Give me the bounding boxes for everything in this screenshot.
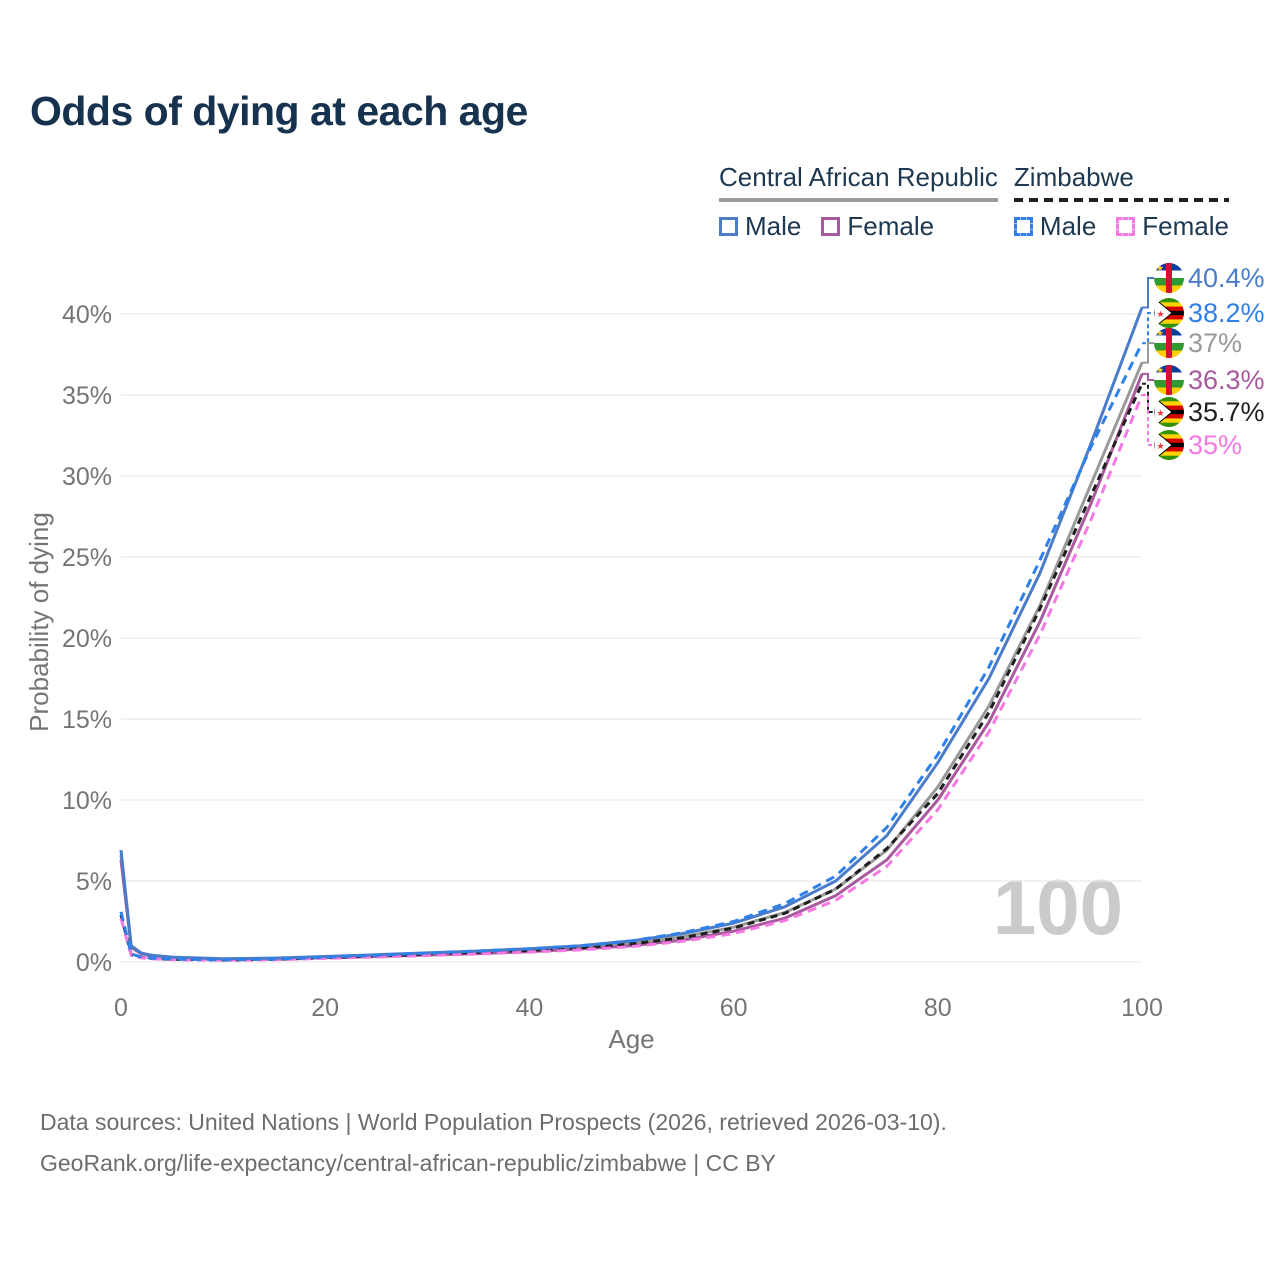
- legend-items-car: Male Female: [719, 211, 998, 242]
- zimbabwe-flag-icon: ★: [1154, 298, 1184, 328]
- central-african-republic-flag-icon: ★: [1154, 328, 1184, 358]
- series-lines: [119, 306, 1144, 962]
- x-tick-label: 20: [311, 994, 339, 1022]
- x-tick-label: 100: [1121, 994, 1163, 1022]
- y-tick-label: 35%: [62, 382, 112, 410]
- legend-items-zwe: Male Female: [1013, 211, 1229, 242]
- legend-item-zwe-male[interactable]: Male: [1013, 211, 1097, 242]
- legend-item-car-female[interactable]: Female: [821, 211, 934, 242]
- zimbabwe-flag-icon: ★: [1154, 430, 1184, 460]
- end-value-label-car_both: 37%: [1188, 328, 1242, 358]
- zwe-female-swatch-icon: [1116, 217, 1136, 236]
- y-tick-label: 15%: [62, 706, 112, 734]
- end-value-label-car_female: 36.3%: [1188, 365, 1265, 395]
- zwe-male-swatch-icon: [1013, 217, 1033, 236]
- car-female-swatch-icon: [821, 217, 841, 236]
- svg-text:★: ★: [1156, 441, 1164, 451]
- y-tick-label: 25%: [62, 544, 112, 572]
- y-tick-label: 5%: [76, 868, 112, 896]
- svg-text:★: ★: [1156, 309, 1164, 319]
- car-solid-line-swatch: [719, 198, 998, 202]
- leader-line-zwe_female: [1142, 394, 1154, 446]
- series-line-zwe_male[interactable]: [119, 342, 1144, 962]
- svg-text:★: ★: [1156, 263, 1164, 273]
- legend-item-label: Female: [847, 211, 935, 241]
- y-tick-label: 40%: [62, 301, 112, 329]
- y-tick-label: 30%: [62, 463, 112, 491]
- gridlines: 0% 5% 10% 15% 20% 25% 30% 35% 40% 0 20 40 60 80 100: [62, 301, 1163, 1022]
- legend-group-zimbabwe: Zimbabwe Male Female: [1013, 162, 1229, 242]
- svg-text:★: ★: [1156, 365, 1164, 375]
- leader-line-zwe_both: [1142, 382, 1154, 413]
- x-tick-label: 80: [924, 994, 952, 1022]
- x-tick-label: 60: [720, 994, 748, 1022]
- series-line-car_male[interactable]: [119, 306, 1144, 961]
- leader-line-zwe_male: [1142, 312, 1154, 345]
- x-tick-label: 40: [515, 994, 543, 1022]
- legend-group-label-car: Central African Republic: [719, 162, 998, 192]
- zwe-dashed-line-swatch: [1013, 198, 1229, 202]
- data-sources-line: Data sources: United Nations | World Pop…: [40, 1109, 947, 1135]
- zimbabwe-flag-icon: ★: [1154, 397, 1184, 427]
- car-male-swatch-icon: [719, 217, 738, 236]
- leader-line-car_male: [1142, 277, 1154, 309]
- legend: Central African Republic Male Female Zim…: [719, 162, 1229, 242]
- legend-item-car-male[interactable]: Male: [719, 211, 801, 242]
- leader-line-car_both: [1142, 342, 1154, 364]
- central-african-republic-flag-icon: ★: [1154, 263, 1184, 293]
- page-title: Odds of dying at each age: [30, 88, 528, 134]
- svg-text:★: ★: [1156, 328, 1164, 338]
- legend-item-label: Male: [1039, 211, 1097, 241]
- series-line-car_both[interactable]: [119, 362, 1144, 961]
- central-african-republic-flag-icon: ★: [1154, 365, 1184, 395]
- svg-text:★: ★: [1156, 408, 1164, 418]
- attribution-line: GeoRank.org/life-expectancy/central-afri…: [40, 1150, 776, 1176]
- end-value-label-zwe_female: 35%: [1188, 430, 1242, 460]
- legend-group-label-zwe: Zimbabwe: [1013, 162, 1134, 192]
- end-value-label-zwe_male: 38.2%: [1188, 298, 1265, 328]
- legend-group-title-car: Central African Republic: [719, 162, 998, 202]
- leader-line-car_female: [1142, 372, 1154, 381]
- end-labels: ★ 40.4% ★ 38.2% ★ 37% ★ 36.3% ★ 35.7% ★ 35%: [1142, 263, 1265, 460]
- end-value-label-car_male: 40.4%: [1188, 263, 1265, 293]
- legend-group-title-zwe: Zimbabwe: [1013, 162, 1229, 202]
- age-watermark: 100: [992, 863, 1124, 951]
- y-tick-label: 10%: [62, 787, 112, 815]
- legend-item-zwe-female[interactable]: Female: [1116, 211, 1229, 242]
- footer: Data sources: United Nations | World Pop…: [40, 1102, 947, 1184]
- legend-group-central-african-republic: Central African Republic Male Female: [719, 162, 998, 242]
- y-axis-title: Probability of dying: [24, 512, 54, 732]
- legend-item-label: Female: [1142, 211, 1229, 241]
- legend-item-label: Male: [745, 211, 802, 241]
- series-line-zwe_both[interactable]: [119, 383, 1144, 962]
- y-tick-label: 20%: [62, 625, 112, 653]
- y-tick-label: 0%: [76, 949, 112, 977]
- x-tick-label: 0: [114, 994, 128, 1022]
- x-axis-title: Age: [608, 1024, 654, 1054]
- end-value-label-zwe_both: 35.7%: [1188, 397, 1265, 427]
